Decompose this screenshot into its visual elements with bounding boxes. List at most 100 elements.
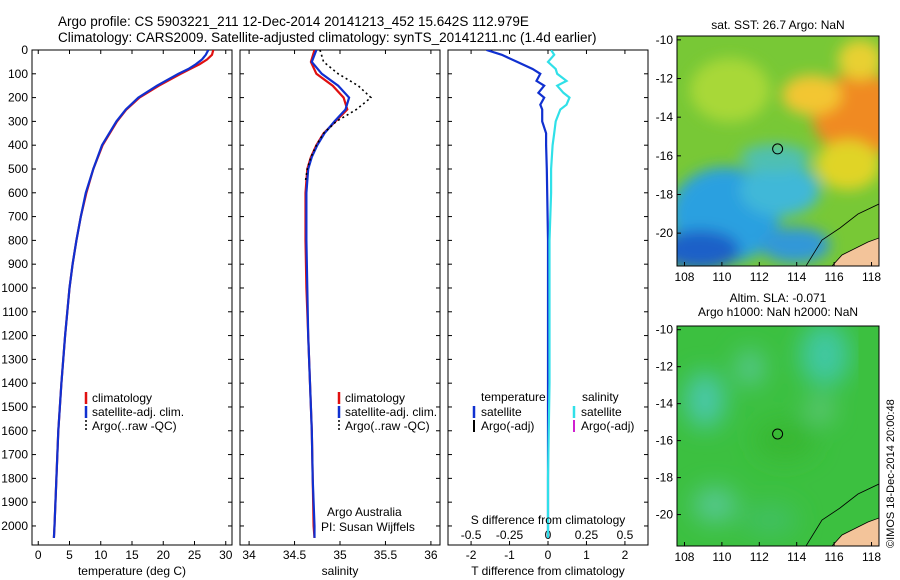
legend-title-temperature: temperature [481,390,546,404]
salinity-xlabel: salinity [322,564,359,578]
salinity-panel-frame [239,49,441,546]
depth-tick-label: 1800 [1,471,28,485]
sst-field-anomalies [677,40,879,266]
depth-tick-label: 700 [8,210,28,224]
legend-label-sal-argo: Argo(-adj) [581,419,634,433]
lon-tick-label: 108 [674,550,694,564]
difference-xlabel-bottom: T difference from climatology [471,564,625,578]
imos-watermark: ©IMOS 18-Dec-2014 20:00:48 [885,399,897,548]
legend-label-climatology: climatology [345,391,405,405]
lat-tick-label: -16 [656,149,674,163]
lat-tick-label: -10 [656,33,674,47]
x-tick-label: 36 [424,548,438,562]
lon-tick-label: 112 [750,270,769,284]
series-line-temperature-satellite [486,50,550,538]
depth-tick-label: 1300 [1,352,28,366]
temperature-legend: climatology satellite-adj. clim. Argo(..… [84,391,184,433]
temperature-xlabel: temperature (deg C) [78,564,186,578]
depth-tick-label: 400 [8,138,28,152]
sst-map-frame [676,35,880,267]
lon-tick-label: 110 [712,550,731,564]
x-tick-label: 5 [66,548,73,562]
sst-land [831,237,879,266]
lat-tick-label: -20 [656,508,674,522]
x-tick-label: 34 [242,548,256,562]
sst-map [677,36,879,266]
legend-label-argo: Argo(..raw -QC) [92,419,177,433]
sla-field-anomalies [685,326,850,536]
legend-label-temp-argo: Argo(-adj) [481,419,534,433]
sla-map-frame [676,325,880,547]
x-top-tick-label: 0.25 [575,528,599,542]
depth-tick-label: 500 [8,162,28,176]
lon-tick-label: 118 [862,550,881,564]
credit-line1: Argo Australia [327,505,402,519]
x-tick-label: 25 [188,548,202,562]
depth-tick-label: 1900 [1,495,28,509]
depth-tick-label: 300 [8,114,28,128]
legend-label-argo: Argo(..raw -QC) [345,419,430,433]
x-tick-label: 35.5 [374,548,398,562]
x-tick-label: 10 [94,548,108,562]
series-line-satellite-adj-clim- [52,50,210,538]
x-tick-label: 30 [219,548,233,562]
sst-warm-patch [838,40,879,80]
depth-tick-label: 1400 [1,376,28,390]
lon-tick-label: 114 [787,270,806,284]
x-tick-label: 15 [125,548,139,562]
sla-map-ticks: 108 110 112 114 116 118 -10 -12 -14 -16 -18 -20 [656,323,882,564]
depth-tick-label: 800 [8,233,28,247]
lon-tick-label: 110 [712,270,731,284]
legend-label-climatology: climatology [92,391,152,405]
depth-tick-label: 100 [8,67,28,81]
sla-coastline [805,483,879,546]
lon-tick-label: 108 [674,270,694,284]
difference-xlabel-top: S difference from climatology [471,513,626,527]
float-position-marker [772,143,784,155]
sst-map-title: sat. SST: 26.7 Argo: NaN [711,18,844,32]
lon-tick-label: 118 [862,270,881,284]
float-position-marker [772,428,784,440]
x-tick-label: 0 [35,548,42,562]
sst-map-ticks: 108 110 112 114 116 118 -10 -12 -14 -16 -18 -20 [656,33,882,284]
x-top-tick-label: -0.5 [461,528,482,542]
sla-low-patch [755,420,815,460]
lat-tick-label: -16 [656,434,674,448]
legend-label-satellite: satellite-adj. clim. [92,405,184,419]
salinity-series [304,50,373,538]
depth-tick-label: 1600 [1,424,28,438]
series-line-salinity-satellite [546,50,571,538]
x-tick-label: -1 [504,548,515,562]
salinity-x-ticks: 34 34.5 35 35.5 36 [242,50,438,562]
legend-label-satellite: satellite-adj. clim. [345,405,437,419]
sla-high-patch [693,487,737,523]
sst-warm-patch [816,140,879,190]
x-top-tick-label: 0.5 [617,528,634,542]
sst-coastline [805,203,879,266]
temperature-x-ticks: 0 5 10 15 20 25 30 [35,50,233,562]
credit-line2: PI: Susan Wijffels [321,520,415,534]
sst-warm-patch [782,75,842,115]
salinity-legend: climatology satellite-adj. clim. Argo(..… [321,391,437,534]
x-tick-label: 0 [545,548,552,562]
x-tick-label: -2 [466,548,477,562]
depth-tick-label: 1000 [1,281,28,295]
lat-tick-label: -12 [656,360,674,374]
series-line-argo-raw-qc- [304,50,373,182]
lon-tick-label: 112 [750,550,769,564]
depth-tick-label: 1700 [1,448,28,462]
lon-tick-label: 116 [825,550,844,564]
temperature-series [52,50,215,538]
lon-tick-label: 114 [787,550,806,564]
figure-title-line2: Climatology: CARS2009. Satellite-adjuste… [58,30,597,45]
depth-tick-label: 600 [8,186,28,200]
lat-tick-label: -10 [656,323,674,337]
depth-axis: 0 100 200 300 400 500 600 700 800 900 1000 1100 1200… [1,43,648,533]
lat-tick-label: -18 [656,187,674,201]
legend-title-salinity: salinity [582,390,619,404]
x-tick-label: 34.5 [283,548,307,562]
depth-tick-label: 200 [8,91,28,105]
sla-high-patch [736,350,764,386]
lat-tick-label: -18 [656,471,674,485]
